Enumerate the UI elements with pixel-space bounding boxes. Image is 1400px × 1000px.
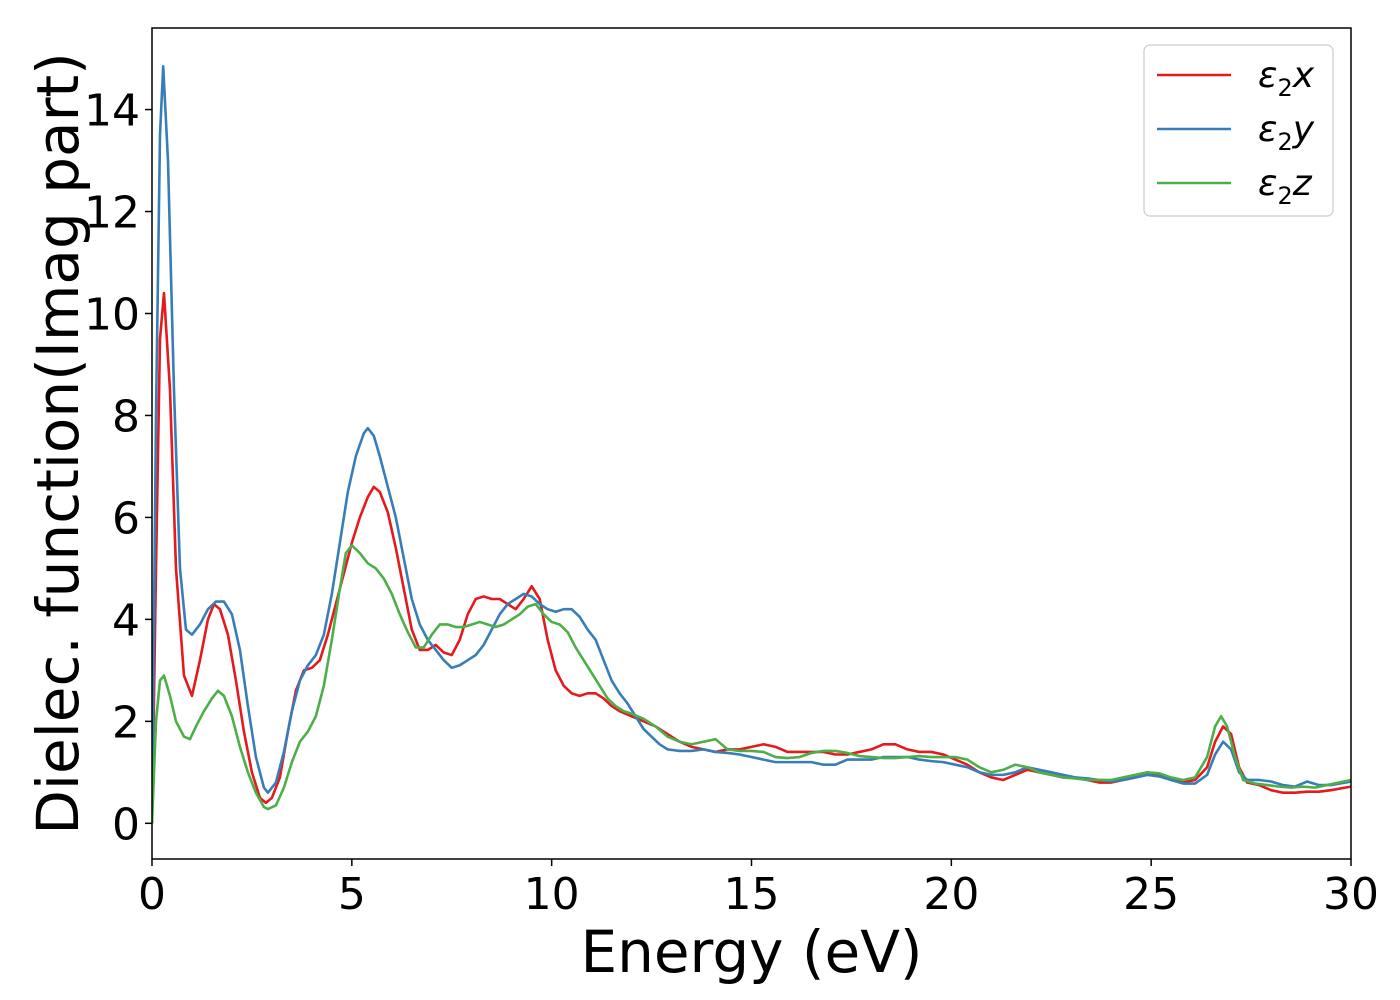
legend-label-x: ε2x bbox=[1258, 55, 1315, 102]
series-layer bbox=[152, 64, 1351, 824]
y-tick-label: 6 bbox=[112, 493, 140, 544]
y-axis-label: Dielec. function(Imag part) bbox=[24, 52, 92, 835]
y-tick-label: 8 bbox=[112, 391, 140, 442]
legend-box bbox=[1143, 44, 1334, 217]
legend-label-z: ε2z bbox=[1258, 163, 1313, 210]
x-tick-label: 20 bbox=[923, 869, 979, 920]
y-tick-label: 12 bbox=[84, 188, 140, 239]
x-tick-label: 10 bbox=[524, 869, 580, 920]
y-tick-label: 10 bbox=[84, 289, 140, 340]
y-tick-label: 14 bbox=[84, 86, 140, 137]
series-line-x bbox=[152, 291, 1351, 824]
x-axis: 0 5 10 15 20 25 30 bbox=[138, 859, 1379, 920]
x-tick-label: 5 bbox=[338, 869, 366, 920]
x-tick-label: 25 bbox=[1123, 869, 1179, 920]
legend: ε2x ε2y ε2z bbox=[1143, 44, 1334, 217]
series-line-z bbox=[152, 544, 1351, 824]
y-tick-label: 0 bbox=[112, 799, 140, 850]
x-tick-label: 30 bbox=[1323, 869, 1379, 920]
y-tick-label: 4 bbox=[112, 595, 140, 646]
legend-label-y: ε2y bbox=[1258, 109, 1315, 156]
x-axis-label: Energy (eV) bbox=[580, 918, 922, 986]
x-tick-label: 15 bbox=[724, 869, 780, 920]
y-tick-label: 2 bbox=[112, 697, 140, 748]
x-tick-label: 0 bbox=[138, 869, 166, 920]
y-axis: 0 2 4 6 8 10 12 14 bbox=[84, 86, 152, 850]
